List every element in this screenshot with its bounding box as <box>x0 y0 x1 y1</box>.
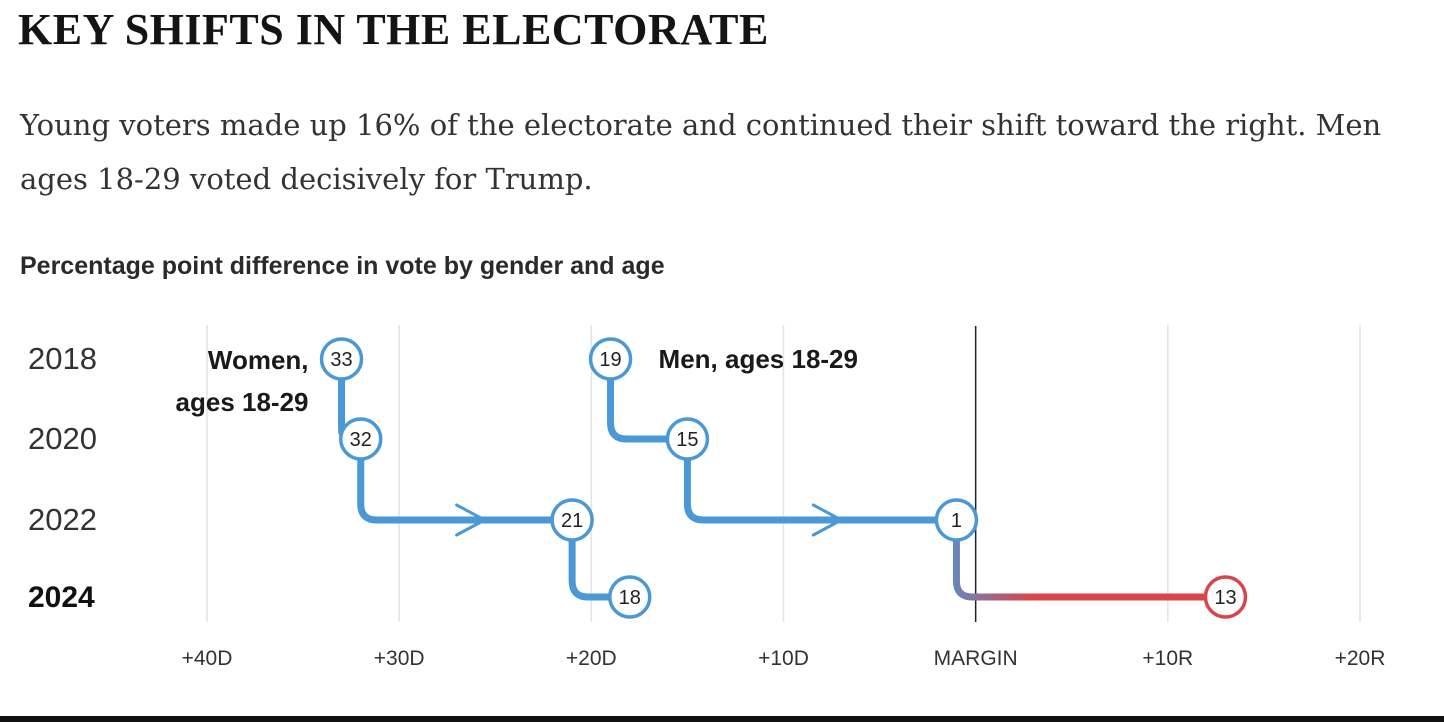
women-series-line <box>338 355 634 601</box>
point-marker <box>588 337 633 381</box>
chart: +40D +30D +20D +10D MARGIN +10R +20R 2018 2020 20… <box>28 325 1385 670</box>
x-tick-label: +20D <box>566 647 617 670</box>
series-layer <box>319 337 1248 619</box>
point-marker <box>338 417 383 461</box>
data-label: 15 <box>676 429 698 451</box>
year-label: 2020 <box>28 421 97 456</box>
data-label: 33 <box>330 349 352 371</box>
series-label-women: ages 18-29 <box>176 387 309 417</box>
year-label: 2018 <box>28 341 97 376</box>
point-marker <box>1203 575 1248 619</box>
x-tick-label: +30D <box>374 647 425 670</box>
point-marker <box>934 498 979 542</box>
year-label: 2022 <box>28 502 97 537</box>
x-tick-label: MARGIN <box>934 647 1018 670</box>
point-marker <box>319 337 364 381</box>
text-layer: +40D +30D +20D +10D MARGIN +10R +20R 2018 2020 20… <box>28 341 1385 670</box>
year-label: 2024 <box>28 581 95 614</box>
series-label-men: Men, ages 18-29 <box>659 344 858 374</box>
series-label-women: Women, <box>208 345 309 375</box>
men-series-arrow <box>811 503 843 537</box>
data-label: 18 <box>619 587 641 609</box>
x-tick-label: +40D <box>182 647 233 670</box>
data-label: 21 <box>561 510 583 532</box>
data-label: 32 <box>350 429 372 451</box>
women-series-arrow <box>455 503 487 537</box>
point-marker <box>550 498 594 542</box>
dek: Young voters made up 16% of the electora… <box>20 108 1382 196</box>
chart-title: Percentage point difference in vote by g… <box>20 252 665 280</box>
data-label: 1 <box>951 510 962 532</box>
point-marker <box>608 575 652 619</box>
x-tick-label: +10D <box>758 647 809 670</box>
grid-layer <box>206 325 1361 622</box>
headline: KEY SHIFTS IN THE ELECTORATE <box>18 5 769 54</box>
men-series-shift-line <box>952 516 1229 601</box>
data-label: 13 <box>1214 587 1236 609</box>
point-marker <box>665 417 710 461</box>
x-tick-label: +20R <box>1335 647 1386 670</box>
bottom-border <box>0 716 1444 722</box>
x-tick-label: +10R <box>1142 647 1193 670</box>
data-label: 19 <box>599 349 621 371</box>
